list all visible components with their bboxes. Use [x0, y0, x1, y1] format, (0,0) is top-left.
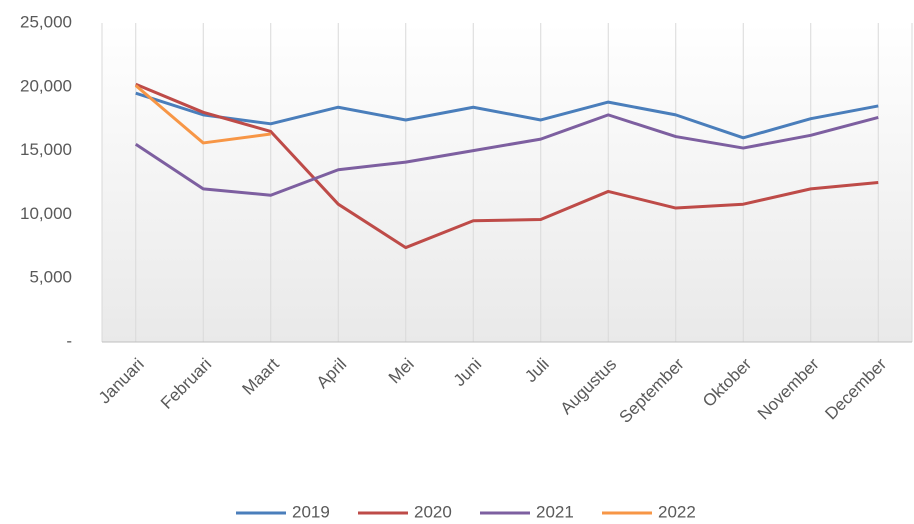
- series-line: [135, 91, 879, 140]
- y-tick-label: 5,000: [29, 268, 72, 287]
- y-tick-label: 20,000: [20, 76, 72, 95]
- x-tick-label: Juli: [521, 355, 552, 386]
- y-tick-label: 15,000: [20, 140, 72, 159]
- x-tick-label: November: [754, 354, 823, 423]
- x-tick-label: Augustus: [557, 355, 621, 419]
- series-line: [134, 84, 271, 145]
- legend-label: 2019: [292, 502, 330, 521]
- x-tick-label: Juni: [450, 355, 485, 390]
- series-line: [134, 113, 879, 197]
- legend-label: 2020: [414, 502, 452, 521]
- plot-area: [102, 23, 912, 342]
- x-tick-label: Oktober: [699, 354, 755, 410]
- y-tick-label: 25,000: [20, 12, 72, 31]
- x-tick-label: Mei: [385, 355, 418, 388]
- y-tick-label: 10,000: [20, 204, 72, 223]
- x-tick-label: Februari: [157, 355, 215, 413]
- x-tick-label: December: [821, 354, 890, 423]
- x-tick-label: September: [616, 354, 688, 426]
- series-line: [135, 82, 879, 250]
- y-tick-label: -: [66, 331, 72, 350]
- legend-label: 2021: [536, 502, 574, 521]
- legend-label: 2022: [658, 502, 696, 521]
- x-tick-label: Januari: [95, 355, 148, 408]
- x-tick-label: April: [313, 355, 350, 392]
- x-tick-label: Maart: [239, 354, 283, 398]
